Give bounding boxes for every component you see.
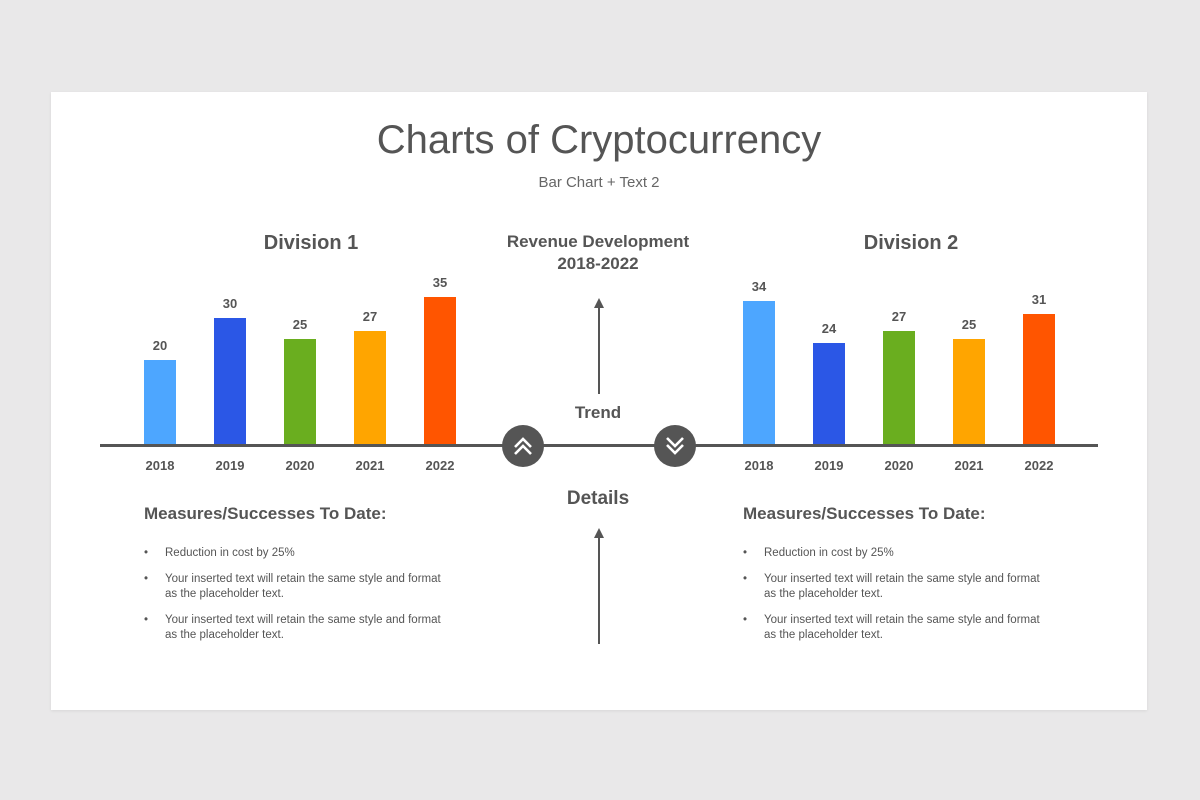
list-item: Reduction in cost by 25% [144,546,444,561]
chart-bar [284,339,316,444]
chart-bar [1023,313,1055,444]
x-tick-label: 2022 [1024,458,1054,473]
x-tick-label: 2019 [215,458,245,473]
slide: Charts of Cryptocurrency Bar Chart + Tex… [51,92,1147,710]
division-1-title: Division 1 [263,232,359,254]
bar-value-label: 35 [432,275,448,290]
bar-value-label: 25 [292,317,308,332]
revenue-heading-line1: Revenue Development [506,232,690,251]
double-chevron-down-icon[interactable] [654,425,696,467]
revenue-heading: Revenue Development 2018-2022 [478,231,718,275]
trend-label: Trend [574,403,622,422]
chart-bar [214,318,246,444]
list-item: Your inserted text will retain the same … [144,613,444,643]
page-title: Charts of Cryptocurrency [376,118,822,162]
bar-value-label: 30 [222,296,238,311]
details-arrow [589,528,609,644]
list-item: Reduction in cost by 25% [743,546,1043,561]
division-2-title: Division 2 [863,232,959,254]
right-measures-heading: Measures/Successes To Date: [743,504,986,523]
revenue-heading-line2: 2018-2022 [557,254,639,273]
left-bullet-list: Reduction in cost by 25% Your inserted t… [144,546,444,654]
bar-value-label: 20 [152,338,168,353]
x-tick-label: 2019 [814,458,844,473]
double-chevron-up-icon[interactable] [502,425,544,467]
x-tick-label: 2022 [425,458,455,473]
timeline-axis [100,444,1098,447]
bar-value-label: 27 [891,308,907,324]
bar-value-label: 34 [751,279,767,295]
chart-bar [743,301,775,444]
details-label: Details [566,488,630,509]
chart-bar [883,330,915,444]
trend-arrow-up [589,298,609,394]
list-item: Your inserted text will retain the same … [743,572,1043,602]
chart-bar [953,339,985,444]
bar-value-label: 25 [961,317,977,332]
list-item: Your inserted text will retain the same … [743,613,1043,643]
x-tick-label: 2020 [884,458,914,473]
chart-bar [424,297,456,444]
bar-value-label: 24 [821,321,837,337]
x-tick-label: 2021 [355,458,385,473]
chart-bar [813,343,845,444]
left-measures-heading: Measures/Successes To Date: [144,504,387,523]
right-bullet-list: Reduction in cost by 25% Your inserted t… [743,546,1043,654]
chart-bar [144,360,176,444]
x-tick-label: 2018 [145,458,175,473]
x-tick-label: 2018 [744,458,774,473]
bar-value-label: 27 [362,308,378,324]
x-tick-label: 2021 [954,458,984,473]
page-subtitle: Bar Chart + Text 2 [538,174,660,191]
bar-value-label: 31 [1031,291,1047,307]
chart-bar [354,330,386,444]
list-item: Your inserted text will retain the same … [144,572,444,602]
x-tick-label: 2020 [285,458,315,473]
